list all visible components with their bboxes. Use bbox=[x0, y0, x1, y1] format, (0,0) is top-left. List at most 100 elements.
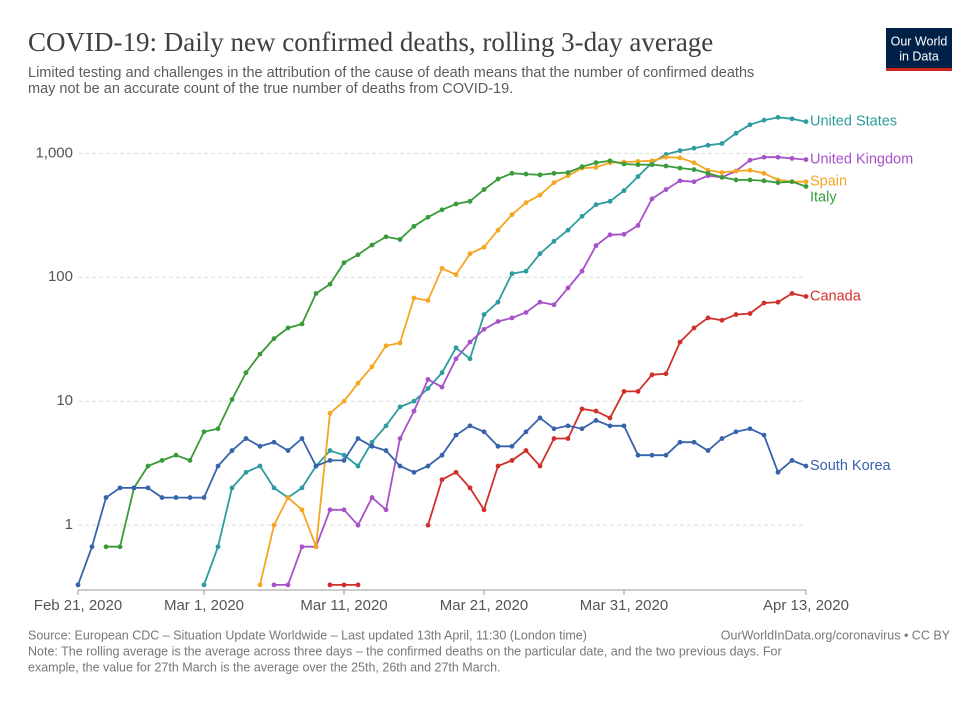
data-point bbox=[425, 377, 431, 382]
data-point bbox=[439, 207, 445, 213]
data-point bbox=[117, 544, 123, 550]
data-point bbox=[299, 544, 305, 550]
data-point bbox=[607, 423, 613, 429]
data-point bbox=[103, 495, 109, 500]
data-point bbox=[453, 272, 459, 278]
data-point bbox=[565, 436, 571, 441]
data-point bbox=[285, 582, 291, 588]
data-point bbox=[579, 213, 585, 219]
data-point bbox=[789, 291, 795, 296]
data-point bbox=[495, 319, 501, 324]
series-line bbox=[274, 156, 807, 586]
data-point bbox=[649, 196, 655, 202]
data-point bbox=[677, 155, 683, 161]
data-point bbox=[509, 212, 515, 218]
data-point bbox=[467, 251, 473, 257]
data-point bbox=[173, 495, 179, 500]
x-tick-label: Mar 11, 2020 bbox=[300, 597, 387, 614]
data-point bbox=[411, 223, 417, 229]
data-point bbox=[383, 423, 389, 429]
data-point bbox=[691, 439, 697, 445]
logo[interactable]: Our World in Data bbox=[886, 28, 952, 71]
data-point bbox=[285, 495, 291, 500]
y-tick-label: 1 bbox=[65, 516, 73, 533]
data-point bbox=[705, 142, 711, 148]
data-point bbox=[313, 544, 319, 550]
logo-stripe bbox=[886, 68, 952, 71]
data-point bbox=[537, 415, 543, 421]
data-point bbox=[285, 448, 291, 453]
logo-text: Our World bbox=[891, 34, 948, 48]
data-point bbox=[649, 158, 655, 164]
data-point bbox=[551, 170, 557, 176]
data-point bbox=[789, 155, 795, 161]
data-point bbox=[327, 448, 333, 453]
data-point bbox=[579, 426, 585, 432]
data-point bbox=[649, 372, 655, 378]
data-point bbox=[355, 380, 361, 386]
data-point bbox=[299, 321, 305, 327]
series bbox=[257, 154, 809, 588]
legend-label: Spain bbox=[810, 174, 847, 190]
data-point bbox=[565, 170, 571, 175]
data-point bbox=[691, 179, 697, 185]
data-point bbox=[649, 452, 655, 458]
data-point bbox=[719, 174, 725, 180]
data-point bbox=[341, 507, 347, 513]
data-point bbox=[803, 184, 809, 189]
data-point bbox=[719, 317, 725, 323]
data-point bbox=[663, 187, 669, 192]
data-point bbox=[733, 168, 739, 174]
data-point bbox=[243, 469, 249, 475]
series bbox=[201, 114, 809, 588]
data-point bbox=[551, 302, 557, 308]
data-point bbox=[565, 285, 571, 291]
data-point bbox=[691, 167, 697, 172]
data-point bbox=[803, 157, 809, 162]
data-point bbox=[467, 339, 473, 345]
data-point bbox=[383, 448, 389, 453]
data-point bbox=[411, 295, 417, 301]
data-point bbox=[243, 370, 249, 376]
data-point bbox=[523, 448, 529, 453]
data-point bbox=[537, 251, 543, 257]
data-point bbox=[509, 170, 515, 176]
y-tick-label: 100 bbox=[48, 268, 73, 285]
legend-label: United Kingdom bbox=[810, 151, 913, 167]
data-point bbox=[705, 448, 711, 453]
data-point bbox=[467, 485, 473, 491]
data-point bbox=[103, 544, 109, 550]
data-point bbox=[579, 268, 585, 274]
logo-box bbox=[886, 28, 952, 70]
series-line bbox=[77, 416, 807, 586]
data-point bbox=[775, 114, 781, 120]
data-point bbox=[803, 294, 809, 299]
data-point bbox=[789, 458, 795, 463]
data-point bbox=[663, 452, 669, 458]
data-point bbox=[523, 310, 529, 315]
data-point bbox=[635, 162, 641, 168]
data-point bbox=[397, 340, 403, 346]
data-point bbox=[747, 311, 753, 316]
data-point bbox=[621, 161, 627, 167]
data-point bbox=[397, 404, 403, 410]
legend-label: Canada bbox=[810, 288, 862, 304]
data-point bbox=[775, 299, 781, 305]
data-point bbox=[607, 198, 613, 204]
data-point bbox=[761, 170, 767, 176]
data-point bbox=[803, 463, 809, 469]
data-point bbox=[271, 485, 277, 491]
data-point bbox=[355, 436, 361, 441]
data-point bbox=[159, 458, 165, 463]
x-tick-label: Mar 1, 2020 bbox=[164, 597, 244, 614]
data-point bbox=[565, 227, 571, 233]
source-url[interactable]: OurWorldInData.org/coronavirus • CC BY bbox=[721, 628, 951, 642]
data-point bbox=[355, 522, 361, 528]
data-point bbox=[803, 119, 809, 125]
data-point bbox=[397, 463, 403, 469]
data-point bbox=[369, 495, 375, 500]
data-point bbox=[439, 452, 445, 458]
data-point bbox=[761, 432, 767, 438]
legend-label: South Korea bbox=[810, 458, 892, 474]
